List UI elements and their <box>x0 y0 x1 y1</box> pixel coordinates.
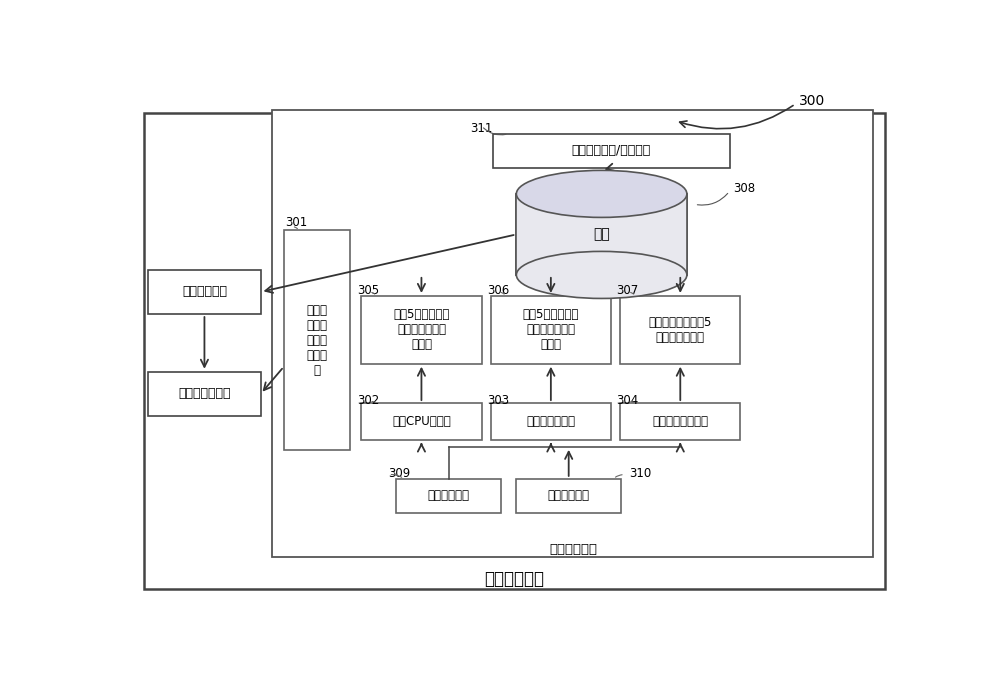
Text: 线程状态查看/参数设置: 线程状态查看/参数设置 <box>572 144 651 158</box>
Text: 300: 300 <box>799 94 826 109</box>
Bar <box>491 296 611 364</box>
Text: 310: 310 <box>629 467 651 480</box>
Bar <box>272 110 873 557</box>
Bar <box>516 194 687 275</box>
Text: 工作线程池组件: 工作线程池组件 <box>178 388 231 401</box>
Bar <box>148 371 261 416</box>
Text: 305: 305 <box>358 284 380 297</box>
Bar <box>516 479 621 513</box>
Text: 系统状态预警: 系统状态预警 <box>548 490 590 502</box>
Bar <box>493 134 730 168</box>
Text: 计算5分钟内的平
均、最大、最小
使用率: 计算5分钟内的平 均、最大、最小 使用率 <box>523 308 579 351</box>
Text: 311: 311 <box>470 122 492 135</box>
Bar <box>620 296 740 364</box>
Text: 计算5分钟内的平
均、最大、最小
使用率: 计算5分钟内的平 均、最大、最小 使用率 <box>393 308 450 351</box>
Text: 采集线程工作状态: 采集线程工作状态 <box>652 415 708 428</box>
Bar <box>516 194 687 275</box>
Text: 问题线程中断: 问题线程中断 <box>428 490 470 502</box>
Bar <box>361 403 482 439</box>
Text: 306: 306 <box>487 284 509 297</box>
Text: 303: 303 <box>487 394 509 407</box>
Text: 308: 308 <box>733 182 756 195</box>
Bar <box>491 403 611 439</box>
Text: 309: 309 <box>388 467 411 480</box>
Ellipse shape <box>516 170 687 217</box>
Text: 301: 301 <box>285 216 308 229</box>
Text: 304: 304 <box>616 394 639 407</box>
Bar <box>284 230 350 450</box>
Text: 计算运行时间超过5
分钟的线程个数: 计算运行时间超过5 分钟的线程个数 <box>649 316 712 344</box>
Ellipse shape <box>516 251 687 299</box>
Text: 采集内存使用率: 采集内存使用率 <box>526 415 575 428</box>
Bar <box>148 270 261 314</box>
Bar <box>396 479 501 513</box>
Text: 多线程中间件: 多线程中间件 <box>484 570 544 588</box>
Bar <box>361 296 482 364</box>
Bar <box>620 403 740 439</box>
Text: 工作线
程池监
控管理
定时线
程: 工作线 程池监 控管理 定时线 程 <box>306 304 327 377</box>
Text: 302: 302 <box>358 394 380 407</box>
Text: 监控调度组件: 监控调度组件 <box>549 543 597 556</box>
Text: 缓存: 缓存 <box>593 227 610 242</box>
Text: 请求分配组件: 请求分配组件 <box>182 285 227 298</box>
Text: 采集CPU使用率: 采集CPU使用率 <box>392 415 451 428</box>
Text: 307: 307 <box>616 284 639 297</box>
